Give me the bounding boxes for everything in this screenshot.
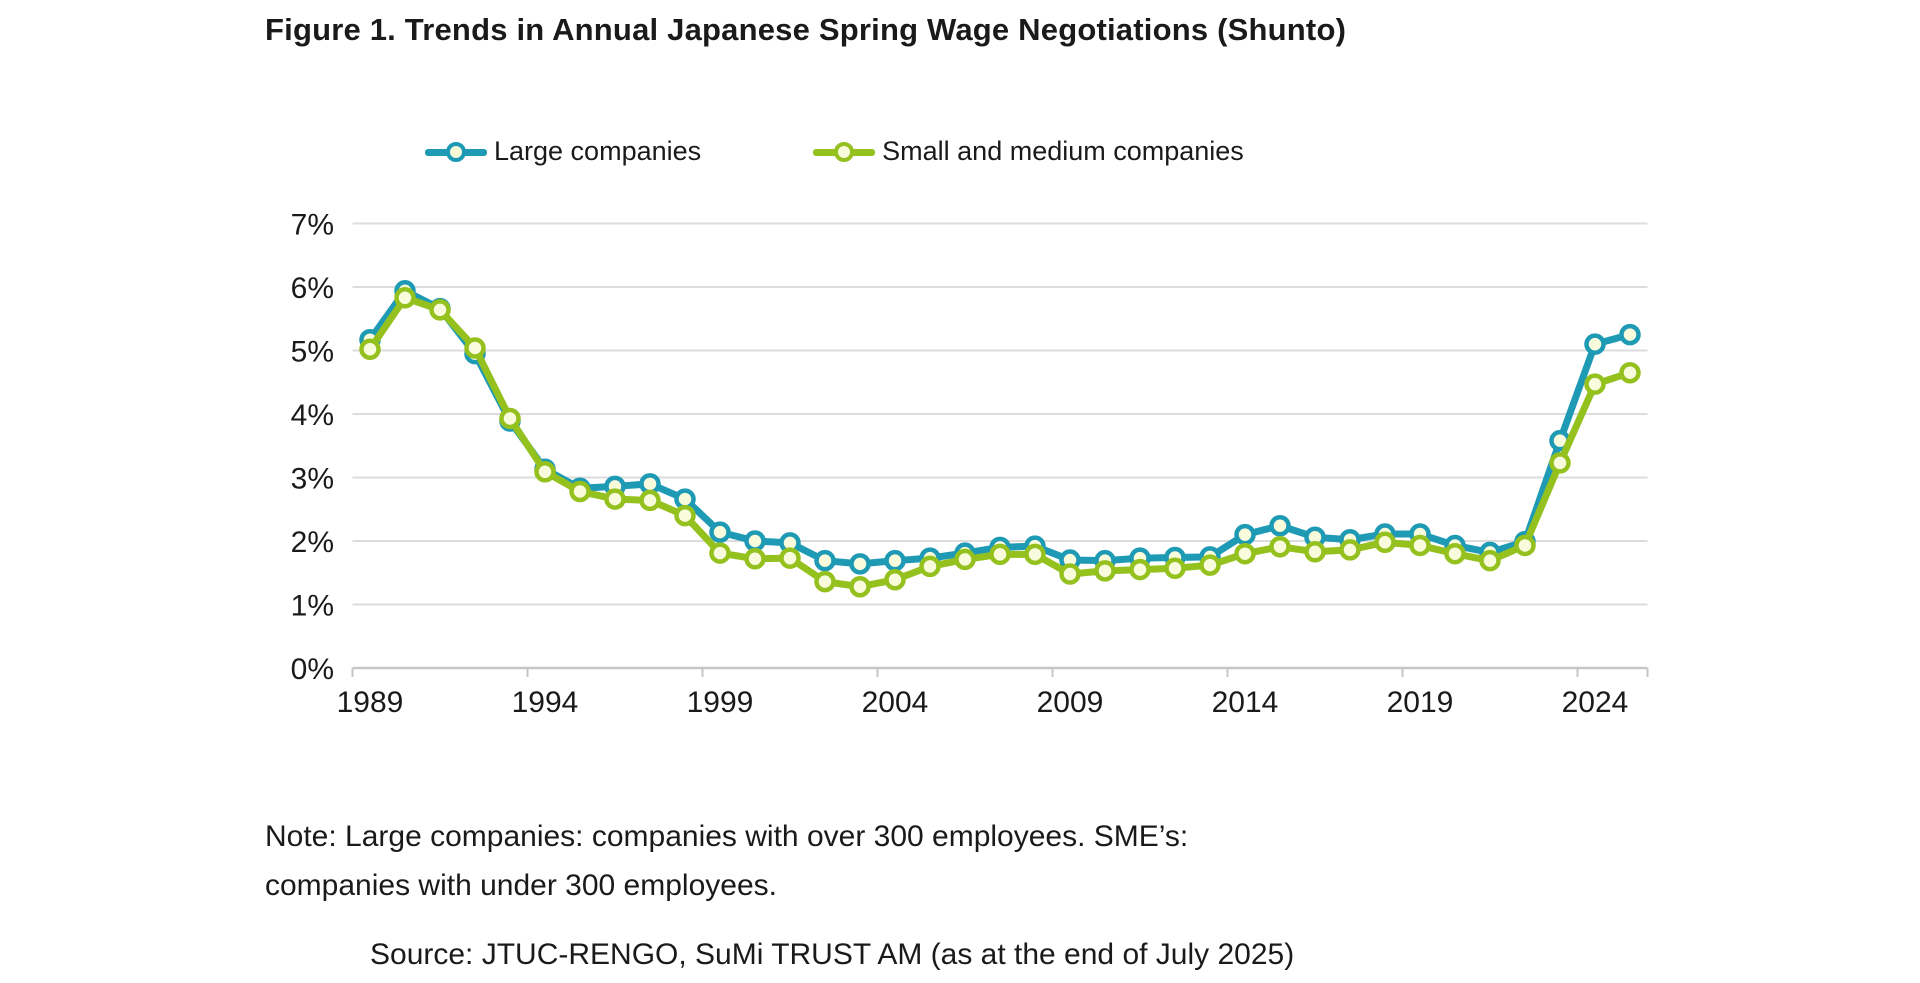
data-point-large-2024 bbox=[1584, 333, 1606, 355]
data-point-sme-2001 bbox=[779, 547, 801, 569]
legend-marker-large-icon bbox=[446, 141, 466, 162]
data-point-sme-1996 bbox=[604, 488, 626, 510]
data-point-sme-2006 bbox=[954, 548, 976, 571]
y-axis-label-3pct: 3% bbox=[291, 463, 334, 496]
data-point-large-2015 bbox=[1269, 515, 1291, 537]
data-point-sme-1992 bbox=[464, 337, 486, 359]
data-point-sme-2002 bbox=[814, 570, 836, 593]
data-point-sme-2012 bbox=[1164, 557, 1186, 580]
x-axis-label-2014: 2014 bbox=[1212, 686, 1279, 719]
y-axis-label-1pct: 1% bbox=[291, 590, 334, 623]
data-point-sme-2003 bbox=[849, 575, 871, 598]
y-axis-label-2pct: 2% bbox=[291, 526, 334, 559]
legend-swatch-sme bbox=[813, 141, 876, 163]
data-point-sme-2013 bbox=[1199, 554, 1221, 576]
figure-note-line2: companies with under 300 employees. bbox=[265, 869, 777, 902]
data-point-sme-2016 bbox=[1304, 541, 1326, 563]
figure-note: Note: Large companies: companies with ov… bbox=[265, 812, 1188, 910]
data-point-large-2000 bbox=[744, 530, 766, 552]
legend-marker-sme-icon bbox=[834, 141, 855, 162]
figure-note-line1: Note: Large companies: companies with ov… bbox=[265, 820, 1189, 853]
data-point-sme-2017 bbox=[1339, 539, 1361, 561]
data-point-large-1999 bbox=[709, 521, 731, 543]
y-axis-label-0pct: 0% bbox=[291, 653, 334, 686]
data-point-sme-2015 bbox=[1269, 535, 1291, 558]
legend-label-large: Large companies bbox=[494, 136, 702, 166]
data-point-large-2003 bbox=[849, 553, 871, 575]
data-point-sme-1997 bbox=[639, 489, 661, 512]
x-axis-label-1989: 1989 bbox=[337, 686, 404, 719]
data-point-sme-2009 bbox=[1059, 563, 1081, 585]
data-point-sme-1991 bbox=[429, 299, 451, 321]
data-point-large-2002 bbox=[814, 549, 836, 572]
y-axis-label-4pct: 4% bbox=[291, 399, 334, 432]
legend-item-large-companies: Large companies bbox=[425, 136, 701, 167]
chart-legend: Large companies Small and medium compani… bbox=[425, 136, 1244, 167]
data-point-sme-2014 bbox=[1234, 542, 1256, 565]
data-point-sme-2024 bbox=[1584, 373, 1606, 395]
data-point-sme-1994 bbox=[534, 461, 556, 483]
data-point-sme-1990 bbox=[394, 287, 416, 309]
y-axis-label-5pct: 5% bbox=[291, 336, 334, 369]
data-point-sme-1993 bbox=[499, 407, 521, 430]
data-point-sme-2005 bbox=[919, 555, 941, 578]
x-axis-label-2019: 2019 bbox=[1387, 686, 1454, 719]
legend-label-sme: Small and medium companies bbox=[882, 136, 1244, 166]
data-point-sme-2004 bbox=[884, 568, 906, 591]
x-axis-label-2009: 2009 bbox=[1037, 686, 1104, 719]
data-point-sme-2008 bbox=[1024, 543, 1046, 566]
y-axis-label-7pct: 7% bbox=[291, 209, 334, 242]
data-point-sme-2023 bbox=[1549, 452, 1571, 474]
data-point-sme-2022 bbox=[1514, 534, 1536, 557]
data-point-sme-2021 bbox=[1479, 549, 1501, 572]
legend-swatch-large bbox=[425, 141, 487, 163]
figure-title: Figure 1. Trends in Annual Japanese Spri… bbox=[265, 12, 1347, 47]
data-point-sme-2025 bbox=[1619, 361, 1641, 384]
data-point-large-2004 bbox=[884, 549, 906, 572]
data-point-sme-2011 bbox=[1129, 558, 1151, 581]
data-point-sme-1995 bbox=[569, 480, 591, 503]
data-point-sme-2020 bbox=[1444, 542, 1466, 565]
x-axis-label-1994: 1994 bbox=[512, 686, 579, 719]
data-point-sme-2019 bbox=[1409, 534, 1431, 557]
data-point-sme-2018 bbox=[1374, 531, 1396, 554]
data-point-sme-1999 bbox=[709, 542, 731, 564]
x-axis-label-2024: 2024 bbox=[1562, 686, 1629, 719]
data-point-sme-2010 bbox=[1094, 560, 1116, 582]
figure-source: Source: JTUC-RENGO, SuMi TRUST AM (as at… bbox=[370, 938, 1295, 971]
data-point-sme-2007 bbox=[989, 543, 1011, 566]
data-point-sme-1998 bbox=[674, 504, 696, 527]
x-axis-label-2004: 2004 bbox=[862, 686, 929, 719]
legend-item-sme: Small and medium companies bbox=[813, 136, 1244, 167]
data-point-large-2014 bbox=[1234, 523, 1256, 546]
data-point-large-2025 bbox=[1619, 323, 1641, 346]
y-axis-label-6pct: 6% bbox=[291, 272, 334, 305]
data-point-sme-2000 bbox=[744, 548, 766, 570]
series-line-large bbox=[366, 287, 1634, 568]
data-point-sme-1989 bbox=[359, 338, 381, 360]
x-axis-label-1999: 1999 bbox=[687, 686, 754, 719]
